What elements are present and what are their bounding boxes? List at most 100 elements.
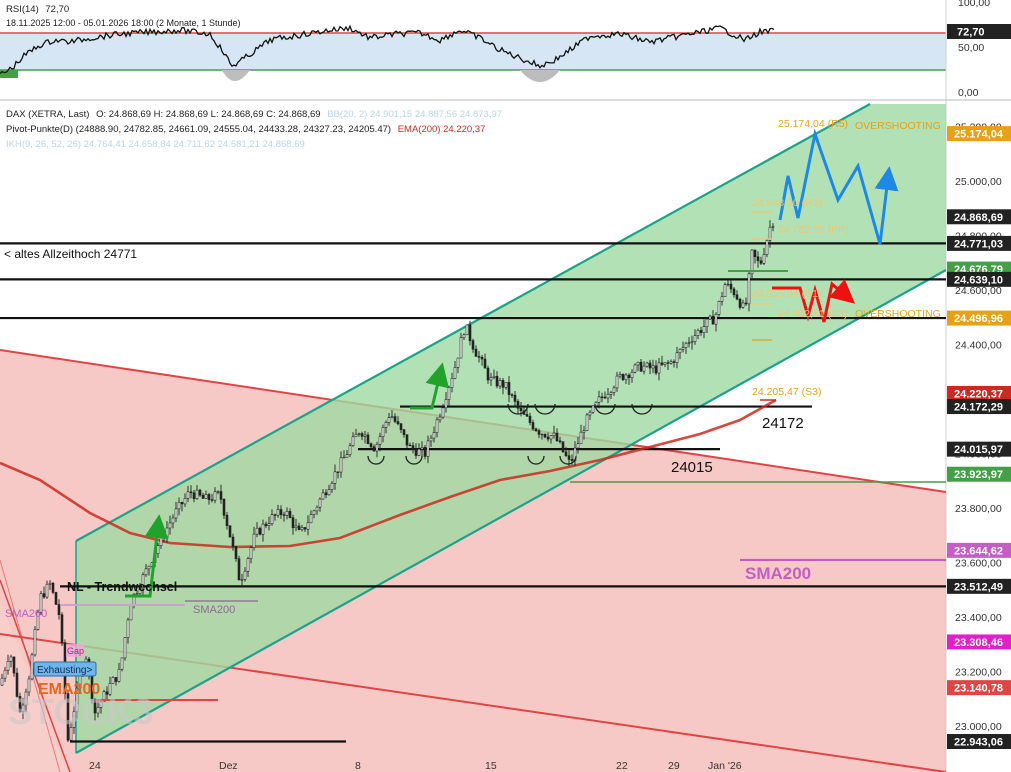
candle-body <box>51 582 55 593</box>
candle-body <box>240 579 244 581</box>
candle-body <box>579 431 583 445</box>
candle-body <box>471 340 475 350</box>
rsi-oversold-fill <box>222 70 250 81</box>
candle-body <box>219 491 223 500</box>
candle-body <box>453 367 457 379</box>
candle-body <box>213 491 217 501</box>
candle-body <box>588 411 592 416</box>
candle-body <box>72 711 76 728</box>
candle-body <box>66 693 70 741</box>
candle-body <box>318 498 322 508</box>
rsi-header: RSI(14) 72,70 <box>6 4 73 15</box>
candle-body <box>339 457 343 473</box>
level-label: 24172 <box>762 415 804 432</box>
candle-body <box>342 456 346 459</box>
price-badge-text: 24.172,29 <box>954 402 1003 414</box>
candle-body <box>705 318 709 327</box>
candle-body <box>390 416 394 418</box>
candle-body <box>105 691 109 695</box>
candle-body <box>60 614 64 643</box>
candle-body <box>258 527 262 535</box>
candle-body <box>33 629 37 656</box>
candle-body <box>270 514 274 525</box>
candle-body <box>0 677 4 686</box>
rsi-line <box>0 24 775 74</box>
rsi-oversold-fill <box>520 70 560 82</box>
y-tick-label: 23.800,00 <box>955 503 1002 515</box>
candle-body <box>771 226 775 228</box>
candle-body <box>624 374 628 380</box>
candle-body <box>204 494 208 499</box>
candle-body <box>195 489 199 500</box>
overshooting-top-label: OVERSHOOTING <box>855 120 941 132</box>
candle-body <box>387 417 391 423</box>
candle-body <box>114 677 118 682</box>
candle-body <box>303 527 307 530</box>
candle-body <box>327 489 331 496</box>
candle-body <box>333 471 337 484</box>
candle-body <box>738 298 742 308</box>
candle-body <box>435 419 439 433</box>
candle-body <box>690 341 694 343</box>
candle-body <box>567 455 571 460</box>
candle-body <box>120 657 124 670</box>
candle-body <box>234 546 238 559</box>
candle-body <box>750 249 754 275</box>
candle-body <box>6 661 10 671</box>
candle-body <box>168 522 172 529</box>
candle-body <box>546 436 550 440</box>
round-bottom-6 <box>405 455 423 465</box>
exhausting-badge <box>33 661 97 677</box>
price-badge-text: 23.644,62 <box>954 545 1003 557</box>
candle-body <box>657 362 661 374</box>
candle-body <box>585 414 589 431</box>
bb-values: BB(20, 2) 24.901,15 24.887,56 24.873,97 <box>327 109 503 120</box>
candle-body <box>621 374 625 380</box>
candle-body <box>174 508 178 519</box>
y-tick-label: 24.600,00 <box>955 285 1002 297</box>
pivot-label: 24.205,47 (S3) <box>752 386 821 398</box>
candle-body <box>231 536 235 547</box>
candle-body <box>558 440 562 443</box>
candle-body <box>513 394 517 402</box>
ikh-values: IKH(9, 26, 52, 26) 24.764,41 24.658,84 2… <box>6 139 305 150</box>
price-panel: STOCK3 <box>0 103 946 772</box>
candle-body <box>732 288 736 296</box>
candle-body <box>534 428 538 431</box>
candle-body <box>741 302 745 308</box>
candle-body <box>345 454 349 458</box>
candle-body <box>162 534 166 538</box>
candle-body <box>531 422 535 430</box>
x-tick-label: Jan '26 <box>708 760 742 772</box>
date-range: 18.11.2025 12:00 - 05.01.2026 18:00 (2 M… <box>6 18 241 28</box>
candle-body <box>207 494 211 500</box>
candle-body <box>459 337 463 359</box>
price-badge <box>947 466 1011 482</box>
candle-body <box>3 669 7 679</box>
instrument-name[interactable]: DAX (XETRA, Last) <box>6 109 90 120</box>
candle-body <box>516 401 520 409</box>
candle-body <box>27 678 31 693</box>
candle-body <box>144 568 148 576</box>
candle-body <box>201 494 205 499</box>
candle-body <box>135 593 139 595</box>
down-channel-fill-small <box>0 600 67 772</box>
time-axis[interactable]: 24 Dez 8 15 22 29 Jan '26 <box>89 760 742 772</box>
green-arrow-2 <box>410 362 449 410</box>
rsi-band <box>0 33 946 70</box>
round-bottom-7 <box>527 455 545 465</box>
candle-body <box>633 364 637 373</box>
candle-body <box>486 367 490 381</box>
x-tick-label: 29 <box>668 760 680 772</box>
candle-body <box>591 405 595 413</box>
price-badge-text: 24.015,97 <box>954 444 1003 456</box>
candle-body <box>69 727 73 741</box>
candle-body <box>432 432 436 439</box>
candle-body <box>630 371 634 379</box>
y-tick-label: 23.200,00 <box>955 667 1002 679</box>
candle-body <box>222 499 226 516</box>
candle-body <box>357 433 361 435</box>
candle-body <box>402 429 406 435</box>
price-badge <box>947 310 1011 326</box>
